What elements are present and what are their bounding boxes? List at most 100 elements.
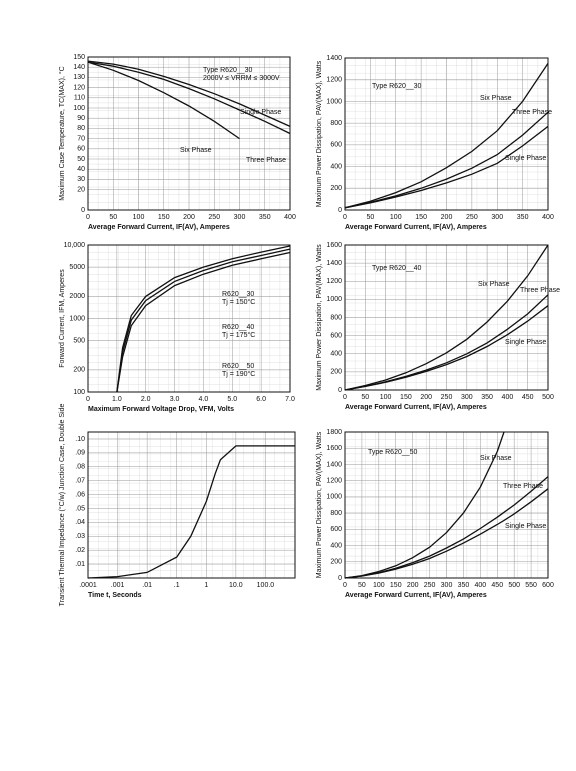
- x-tick-label: 250: [424, 582, 436, 589]
- x-tick-label: 400: [502, 394, 514, 401]
- curve: [116, 245, 291, 393]
- x-tick-label: 450: [491, 582, 503, 589]
- series-label: Six Phase: [480, 455, 512, 462]
- x-tick-label: 350: [259, 214, 271, 221]
- series-label: Single Phase: [505, 155, 546, 162]
- plot-frame: [344, 431, 549, 579]
- y-axis-label: Maximum Power Dissipation, PAV(MAX), Wat…: [316, 60, 323, 207]
- y-tick-label: 500: [73, 337, 85, 344]
- y-tick-label: 1000: [326, 98, 342, 105]
- x-tick-label: 450: [522, 394, 534, 401]
- x-axis-label: Average Forward Current, IF(AV), Amperes: [345, 404, 487, 411]
- x-tick-label: 4.0: [199, 396, 209, 403]
- y-tick-label: 1000: [326, 494, 342, 501]
- x-tick-label: .01: [142, 582, 152, 589]
- y-tick-label: 1600: [326, 445, 342, 452]
- y-tick-label: 140: [73, 64, 85, 71]
- y-tick-label: .10: [75, 436, 85, 443]
- annotation: Tj = 150°C: [222, 298, 255, 306]
- y-tick-label: 0: [338, 207, 342, 214]
- x-tick-label: 1.0: [112, 396, 122, 403]
- x-tick-label: 100: [390, 214, 402, 221]
- x-tick-label: 3.0: [170, 396, 180, 403]
- y-tick-label: 200: [330, 185, 342, 192]
- x-axis-label: Time t, Seconds: [88, 592, 142, 599]
- annotation: Type R620__40: [372, 265, 422, 272]
- x-tick-label: 500: [542, 394, 554, 401]
- x-tick-label: 200: [441, 214, 453, 221]
- y-tick-label: 100: [73, 389, 85, 396]
- y-tick-label: 200: [330, 369, 342, 376]
- series-label: Six Phase: [180, 147, 212, 154]
- y-axis-label: Transient Thermal Impedance (°C/w) Junct…: [58, 404, 66, 607]
- y-tick-label: 1400: [326, 55, 342, 62]
- series-label: R620__40: [222, 324, 254, 331]
- annotation: Tj = 190°C: [222, 370, 255, 378]
- x-tick-label: 400: [284, 214, 296, 221]
- y-tick-label: 80: [77, 125, 85, 132]
- x-tick-label: 300: [461, 394, 473, 401]
- x-tick-label: 100: [380, 394, 392, 401]
- x-axis-label: Maximum Forward Voltage Drop, VFM, Volts: [88, 406, 234, 413]
- x-tick-label: 50: [109, 214, 117, 221]
- y-tick-label: 1000: [69, 315, 85, 322]
- x-tick-label: .1: [174, 582, 180, 589]
- y-tick-label: 600: [330, 142, 342, 149]
- x-tick-label: 7.0: [285, 396, 295, 403]
- y-axis-label: Maximum Power Dissipation, PAV(MAX), Wat…: [316, 244, 323, 391]
- y-tick-label: .06: [75, 491, 85, 498]
- x-tick-label: 6.0: [256, 396, 266, 403]
- curve: [344, 111, 549, 209]
- series-label: Single Phase: [505, 339, 546, 346]
- curve: [344, 431, 505, 579]
- y-tick-label: .01: [75, 561, 85, 568]
- series-label: R620__30: [222, 291, 254, 298]
- y-tick-label: 20: [77, 186, 85, 193]
- y-tick-label: 800: [330, 510, 342, 517]
- x-tick-label: 200: [407, 582, 419, 589]
- y-tick-label: 1600: [326, 242, 342, 249]
- series-label: Three Phase: [503, 483, 543, 490]
- y-tick-label: 0: [81, 207, 85, 214]
- series-label: Six Phase: [480, 95, 512, 102]
- y-tick-label: 100: [73, 105, 85, 112]
- y-tick-label: 130: [73, 74, 85, 81]
- y-tick-label: 1200: [326, 77, 342, 84]
- x-tick-label: 150: [400, 394, 412, 401]
- x-tick-label: 0: [86, 214, 90, 221]
- x-tick-label: 50: [366, 214, 374, 221]
- y-tick-label: 90: [77, 115, 85, 122]
- annotation: Tj = 175°C: [222, 331, 255, 339]
- x-tick-label: 2.0: [141, 396, 151, 403]
- y-tick-label: 1800: [326, 429, 342, 436]
- plot-frame: [344, 57, 549, 211]
- y-axis-label: Forward Current, IFM, Amperes: [59, 269, 66, 368]
- x-tick-label: 100.0: [257, 582, 275, 589]
- y-tick-label: 110: [74, 95, 85, 102]
- x-tick-label: 250: [208, 214, 220, 221]
- x-tick-label: .001: [111, 582, 125, 589]
- x-tick-label: 0: [343, 214, 347, 221]
- x-tick-label: 300: [491, 214, 503, 221]
- curve: [116, 251, 291, 393]
- y-tick-label: 10,000: [64, 242, 86, 249]
- y-tick-label: 1000: [326, 296, 342, 303]
- y-axis-label: Maximum Power Dissipation, PAV(MAX), Wat…: [316, 431, 323, 578]
- x-axis-label: Average Forward Current, IF(AV), Amperes: [88, 224, 230, 231]
- x-tick-label: 150: [415, 214, 427, 221]
- y-tick-label: 60: [77, 146, 85, 153]
- x-tick-label: 350: [458, 582, 470, 589]
- x-tick-label: 300: [441, 582, 453, 589]
- curve: [116, 248, 291, 393]
- y-tick-label: 600: [330, 526, 342, 533]
- y-tick-label: 400: [330, 542, 342, 549]
- curve: [344, 63, 549, 209]
- y-tick-label: 400: [330, 351, 342, 358]
- x-tick-label: 0: [86, 396, 90, 403]
- y-tick-label: 600: [330, 332, 342, 339]
- x-tick-label: 600: [542, 582, 554, 589]
- y-tick-label: 400: [330, 163, 342, 170]
- y-tick-label: 2000: [69, 293, 85, 300]
- curve: [87, 61, 291, 135]
- y-tick-label: 800: [330, 120, 342, 127]
